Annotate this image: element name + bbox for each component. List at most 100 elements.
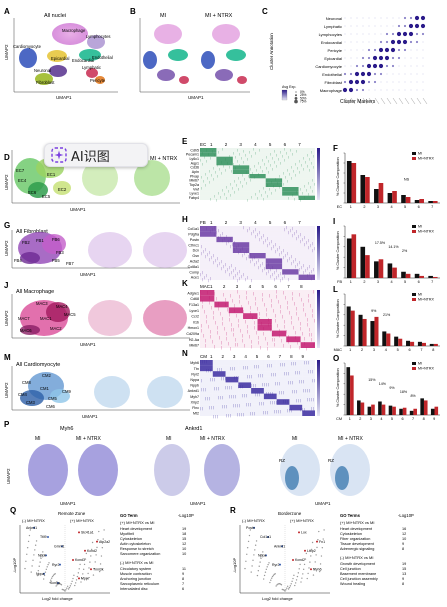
heatmap-cluster-number: 7 [298,142,301,147]
bar-i-ntrx-2 [365,255,370,278]
heatmap-cluster-number: 8 [300,284,303,289]
volcano-highlight-point [279,563,281,566]
heatmap-speckle [280,410,281,414]
volcano-point [90,555,92,557]
heatmap-gene-label: Ankrd1 [188,389,199,393]
dotplot-marker-tick [404,97,410,105]
heatmap-speckle [288,278,289,282]
heatmap-gene-label: Comp [189,270,199,274]
heatmap-speckle [292,153,293,156]
heatmap-cell [265,191,283,196]
volcano-point [83,563,86,566]
volcano-gene-label: Mpp7 [81,577,90,581]
heatmap-speckle [235,395,236,399]
dotplot-marker-tick [410,97,416,105]
heatmap-colorbar [317,226,320,280]
label-cm4: CM4 [18,392,28,397]
heatmap-speckle [270,275,271,279]
heatmap-speckle [214,378,215,382]
heatmap-cell [249,195,266,200]
heatmap-speckle [266,265,267,269]
heatmap-speckle [263,234,264,238]
heatmap-speckle [230,367,231,371]
ai-image-recognition-button[interactable]: AI识图 [44,143,148,167]
heatmap-speckle [249,335,250,339]
bar-category-label: 7 [431,205,433,209]
heatmap-speckle [206,149,207,152]
heatmap-cell [200,161,217,166]
heatmap-speckle [255,152,256,155]
heatmap-cell [298,182,315,187]
heatmap-speckle [275,373,276,377]
volcano-point [30,571,32,573]
heatmap-speckle [262,159,263,162]
dotplot-dot [396,31,402,37]
heatmap-cell [257,313,272,319]
heatmap-speckle [297,341,298,345]
volcano-point [256,574,259,577]
volcano-point [318,570,321,573]
volcano-highlight-point [33,526,35,529]
heatmap-speckle [217,257,218,261]
heatmap-speckle [233,404,234,408]
heatmap-cell [228,342,244,348]
heatmap-speckle [257,307,258,311]
heatmap-cell [243,324,258,331]
volcano-point [27,540,30,543]
bar-o-mi-8 [420,398,424,415]
volcano-point [100,555,103,557]
heatmap-speckle [295,163,296,166]
dotplot-dot [402,39,408,45]
heatmap-speckle [217,415,218,419]
heatmap-speckle [260,374,261,378]
heatmap-speckle [313,268,314,272]
dotplot-marker-tick [362,97,368,105]
volcano-point [263,574,266,577]
go-col-header: -Log10P [178,513,194,518]
heatmap-speckle [220,234,221,238]
heatmap-speckle [232,367,233,371]
heatmap-speckle [253,292,254,296]
volcano-point [73,574,75,577]
heatmap-speckle [251,375,252,379]
dotplot-dot [380,17,382,19]
heatmap-cell [214,295,229,302]
heatmap-speckle [255,393,256,397]
dotplot-dot [416,57,418,59]
heatmap-speckle [216,387,217,391]
heatmap-speckle [231,328,232,332]
heatmap-speckle [230,183,231,186]
heatmap-cell [216,231,233,237]
dotplot-dot [403,16,407,20]
heatmap-speckle [275,189,276,192]
heatmap-cell [300,330,315,337]
volcano-point [103,529,105,531]
heatmap-speckle [298,195,299,198]
heatmap-speckle [284,363,285,367]
heatmap-speckle [251,279,252,283]
heatmap-cell [265,152,283,157]
heatmap-speckle [204,156,205,159]
label-cm2: CM2 [42,373,52,378]
heatmap-speckle [290,229,291,233]
heatmap-speckle [243,226,244,230]
volcano-gene-label: Nppa [258,554,266,558]
dotplot-dot [397,24,401,28]
bar-annotation: 18% [400,390,408,394]
volcano-point [305,552,308,555]
heatmap-speckle [270,153,271,156]
heatmap-speckle [218,192,219,195]
volcano-point [314,561,316,563]
dotplot-marker-tick [356,97,362,105]
heatmap-speckle [239,300,240,304]
dotplot-marker-tick [374,97,380,105]
go-value: 9 [402,542,404,546]
dotplot-dot [372,55,378,61]
heatmap-speckle [300,322,301,326]
heatmap-cell [257,319,272,325]
heatmap-cell [232,258,250,264]
heatmap-gene-label: Hmox1 [188,326,199,330]
heatmap-speckle [210,378,211,382]
heatmap-speckle [262,383,263,387]
heatmap-speckle [302,238,303,242]
